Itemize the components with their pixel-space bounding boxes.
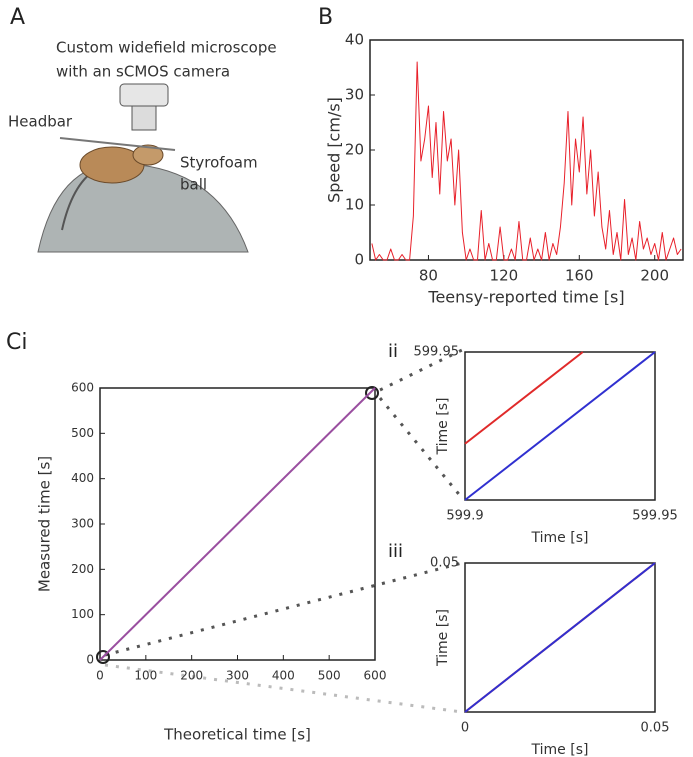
illustration-label: Styrofoam [180,154,258,172]
panel-label: iii [388,541,403,562]
x-tick-label: 200 [640,267,669,285]
y-tick-label: 400 [71,471,94,485]
y-tick-label: 200 [71,562,94,576]
illustration-label: ball [180,176,207,194]
zoom-connectors [104,348,464,714]
y-tick-label: 20 [345,141,364,159]
panel-label: A [10,5,25,30]
x-tick-label: 0 [96,669,104,683]
y-tick-label: 600 [71,381,94,395]
x-tick-label: 599.95 [632,509,678,524]
x-axis-label: Theoretical time [s] [163,726,311,744]
x-tick-label: 599.9 [446,509,483,524]
y-tick-label: 0 [86,653,94,667]
illustration [37,83,249,253]
y-axis-label: Time [s] [435,609,451,667]
headbar [59,137,176,151]
y-tick-label: 500 [71,426,94,440]
y-tick-label: 100 [71,607,94,621]
illustration-label: Custom widefield microscope [56,39,277,57]
plot-frame [464,562,656,713]
y-axis-label: Speed [cm/s] [325,97,344,203]
zoom-marker [96,650,110,664]
x-tick-label: 400 [272,669,295,683]
data-line [371,61,682,261]
x-tick-label: 120 [490,267,519,285]
y-tick-label: 30 [345,86,364,104]
data-line [99,387,376,661]
x-axis-label: Time [s] [531,742,589,757]
x-tick-label: 100 [134,669,157,683]
y-tick-label: 300 [71,517,94,531]
objective [131,105,157,131]
x-axis-label: Teensy-reported time [s] [427,288,624,307]
x-tick-label: 200 [180,669,203,683]
x-tick-label: 300 [226,669,249,683]
y-axis-label: Measured time [s] [36,456,54,592]
y-tick-label: 40 [345,31,364,49]
illustration-label: with an sCMOS camera [56,63,230,81]
y-axis-label: Time [s] [435,398,451,456]
data-line [464,562,656,713]
x-tick-label: 160 [565,267,594,285]
panel-label: ii [388,341,398,362]
x-tick-label: 600 [364,669,387,683]
mouse-head [132,144,164,166]
data-line [464,351,584,445]
y-tick-label: 0 [354,251,364,269]
panel-label: Ci [6,330,27,355]
data-line [464,351,656,501]
y-tick-label: 0.05 [430,556,459,571]
panel-label: B [318,5,333,30]
x-tick-label: 500 [318,669,341,683]
camera [119,83,169,107]
y-tick-label: 599.95 [414,345,460,360]
zoom-marker [365,386,379,400]
x-tick-label: 0.05 [641,721,670,736]
x-tick-label: 80 [419,267,438,285]
illustration-label: Headbar [8,113,73,131]
plot-frame [464,351,656,501]
y-tick-label: 10 [345,196,364,214]
x-axis-label: Time [s] [531,530,589,546]
x-tick-label: 0 [461,721,469,736]
